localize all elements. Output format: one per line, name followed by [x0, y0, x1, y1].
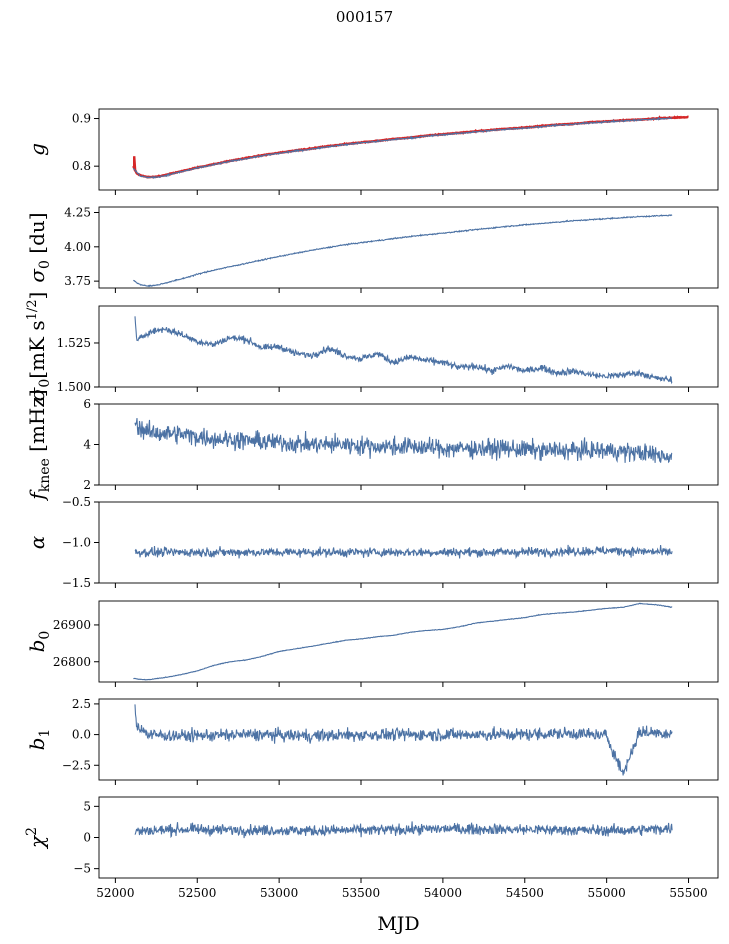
- y-axis-label-part: b: [25, 738, 49, 751]
- y-axis-label: σ0[mK s1/2]: [25, 292, 53, 402]
- y-tick-label: −5: [73, 862, 91, 876]
- y-axis-label-part: 0: [37, 631, 53, 640]
- series-line-data: [133, 602, 673, 681]
- series-line-fit: [132, 115, 689, 179]
- y-tick-label: 26800: [53, 655, 91, 669]
- axes-frame: [98, 796, 719, 879]
- y-axis-label-part: 0: [37, 379, 53, 388]
- y-axis-label: b0: [25, 631, 53, 653]
- y-axis-label: σ0 [du]: [25, 212, 53, 282]
- panel-sigma0_du: 3.75 4.00 4.25 σ0 [du]: [25, 205, 719, 293]
- x-tick-label: 54000: [424, 886, 462, 900]
- series-line-data: [134, 316, 673, 385]
- y-tick-label: 0.8: [72, 159, 91, 173]
- y-tick-label: 4.25: [64, 205, 91, 219]
- x-tick-label: 53000: [260, 886, 298, 900]
- y-axis-label-part: α: [25, 535, 49, 549]
- series-line-data: [134, 704, 673, 776]
- series-line-data: [132, 116, 673, 179]
- y-axis-label-part: χ: [25, 834, 49, 850]
- x-tick-label: 53500: [342, 886, 380, 900]
- panel-fknee: 2 4 6 fknee [mHz]: [25, 389, 719, 502]
- y-axis-label-part: 1: [37, 729, 53, 738]
- y-tick-label: 1.500: [57, 380, 91, 394]
- y-tick-label: 6: [83, 397, 91, 411]
- x-tick-label: 52000: [96, 886, 134, 900]
- y-tick-label: 4: [83, 438, 91, 452]
- y-tick-label: 2: [83, 478, 91, 492]
- x-tick-label: 55500: [669, 886, 707, 900]
- series-line-data: [133, 214, 673, 288]
- x-tick-label: 52500: [178, 886, 216, 900]
- x-tick-label: 54500: [506, 886, 544, 900]
- y-axis-label-part: knee: [37, 458, 53, 492]
- panel-alpha: −1.5 −1.0 −0.5 α: [25, 495, 719, 590]
- y-tick-label: 0: [83, 831, 91, 845]
- axes-frame: [98, 600, 719, 683]
- y-tick-label: 26900: [53, 618, 91, 632]
- figure-title: 000157: [335, 8, 394, 26]
- y-axis-label: fknee [mHz]: [25, 389, 53, 501]
- y-axis-label: g: [25, 143, 49, 156]
- panel-g: 0.8 0.9 g: [25, 108, 719, 195]
- y-axis-label: χ2: [24, 827, 49, 850]
- axes-frame: [98, 108, 719, 191]
- y-tick-label: 1.525: [57, 336, 91, 350]
- y-tick-label: 0.0: [72, 728, 91, 742]
- axes-frame: [98, 698, 719, 781]
- y-axis-label-part: b: [25, 640, 49, 653]
- y-axis-label-part: g: [25, 143, 49, 156]
- y-axis-label-part: [mK s: [25, 320, 49, 378]
- y-tick-label: 5: [83, 799, 91, 813]
- axes-frame: [98, 206, 719, 289]
- panel-sigma0_mK: 1.500 1.525 σ0[mK s1/2]: [25, 292, 719, 402]
- y-tick-label: 4.00: [64, 240, 91, 254]
- y-axis-label-part: σ: [25, 386, 49, 401]
- y-axis-label: α: [25, 535, 49, 549]
- y-axis-label-part: [mHz]: [25, 389, 49, 458]
- y-axis-label-part: 1/2: [25, 299, 40, 320]
- y-tick-label: −0.5: [62, 495, 91, 509]
- y-axis-label-part: 0: [37, 260, 53, 269]
- y-tick-label: −2.5: [62, 758, 91, 772]
- y-axis-label-part: σ: [25, 268, 49, 283]
- series-line-data: [134, 544, 673, 560]
- x-axis-label: MJD: [377, 913, 419, 935]
- y-tick-label: 0.9: [72, 112, 91, 126]
- y-axis-label: b1: [25, 729, 53, 751]
- y-tick-label: 3.75: [64, 274, 91, 288]
- axes-frame: [98, 501, 719, 584]
- y-tick-label: −1.5: [62, 576, 91, 590]
- series-line-data: [134, 418, 673, 464]
- y-axis-label-part: [du]: [25, 212, 49, 260]
- axes-frame: [98, 305, 719, 388]
- panel-chi2: −5 0 5 52000 52500 53000 53500 54000 54500 55000 5…: [24, 796, 719, 935]
- x-tick-label: 55000: [588, 886, 626, 900]
- y-tick-label: −1.0: [62, 536, 91, 550]
- panel-b1: −2.5 0.0 2.5 b1: [25, 697, 719, 785]
- y-tick-label: 2.5: [72, 697, 91, 711]
- y-axis-label-part: 2: [24, 827, 40, 836]
- y-axis-label-part: ]: [25, 292, 49, 300]
- series-line-data: [134, 821, 673, 839]
